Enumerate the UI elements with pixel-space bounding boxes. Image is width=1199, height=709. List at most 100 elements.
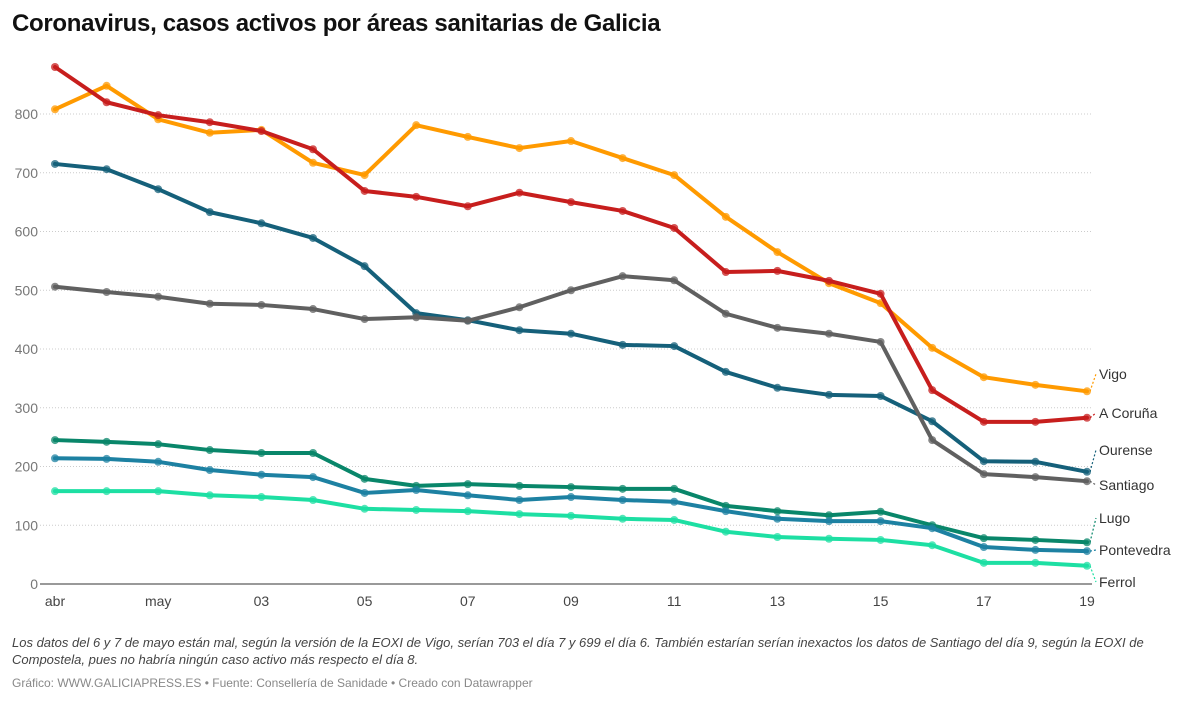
data-point xyxy=(721,507,730,516)
x-tick-label: 19 xyxy=(1079,593,1095,609)
data-point xyxy=(979,534,988,543)
data-point xyxy=(309,495,317,504)
data-point xyxy=(876,507,885,516)
data-point xyxy=(51,454,59,463)
data-point xyxy=(102,288,111,297)
data-point xyxy=(1031,535,1040,544)
data-point xyxy=(360,488,369,497)
data-point xyxy=(257,493,266,502)
data-point xyxy=(205,446,214,455)
data-point xyxy=(721,367,730,376)
data-point xyxy=(102,165,111,174)
data-point xyxy=(412,505,421,514)
data-point xyxy=(825,329,833,338)
data-point xyxy=(360,315,369,324)
data-point xyxy=(825,517,833,526)
data-point xyxy=(1083,413,1091,422)
y-tick-label: 800 xyxy=(15,106,39,122)
data-point xyxy=(205,491,214,500)
label-connector xyxy=(1089,449,1097,472)
data-point xyxy=(618,484,627,493)
x-tick-label: 09 xyxy=(563,593,579,609)
data-point xyxy=(515,326,524,335)
data-point xyxy=(309,233,317,242)
data-point xyxy=(979,457,988,466)
data-point xyxy=(773,323,782,332)
data-point xyxy=(670,484,679,493)
data-point xyxy=(257,219,266,228)
y-tick-label: 500 xyxy=(15,282,39,298)
data-point xyxy=(257,300,266,309)
data-point xyxy=(1083,467,1091,476)
data-point xyxy=(515,144,524,153)
data-point xyxy=(1031,545,1040,554)
data-point xyxy=(670,342,679,351)
data-point xyxy=(257,470,266,479)
data-point xyxy=(463,480,472,489)
data-point xyxy=(979,558,988,567)
label-connector xyxy=(1089,412,1097,419)
data-point xyxy=(618,154,627,163)
chart-note: Los datos del 6 y 7 de mayo están mal, s… xyxy=(12,635,1144,667)
data-point xyxy=(979,417,988,426)
data-point xyxy=(773,507,782,516)
data-point xyxy=(567,511,575,520)
series-label: Ferrol xyxy=(1099,574,1136,590)
series-label: Santiago xyxy=(1099,477,1154,493)
y-tick-label: 0 xyxy=(30,576,38,592)
data-point xyxy=(463,507,472,516)
data-point xyxy=(1083,387,1091,396)
data-point xyxy=(721,268,730,277)
data-point xyxy=(154,487,163,496)
data-point xyxy=(360,504,369,513)
data-point xyxy=(1031,473,1040,482)
chart-title: Coronavirus, casos activos por áreas san… xyxy=(12,10,661,37)
data-point xyxy=(51,159,59,168)
data-point xyxy=(618,495,627,504)
data-point xyxy=(567,137,575,146)
data-point xyxy=(309,145,317,154)
data-point xyxy=(154,111,163,120)
data-point xyxy=(567,198,575,207)
chart-source: Gráfico: WWW.GALICIAPRESS.ES • Fuente: C… xyxy=(12,676,533,690)
data-point xyxy=(876,337,885,346)
data-point xyxy=(618,272,627,281)
data-point xyxy=(670,223,679,232)
series-label: Pontevedra xyxy=(1099,542,1171,558)
y-tick-label: 400 xyxy=(15,341,39,357)
x-tick-label: 13 xyxy=(770,593,786,609)
data-point xyxy=(360,186,369,195)
data-point xyxy=(876,289,885,298)
data-point xyxy=(1031,558,1040,567)
data-point xyxy=(309,158,317,167)
data-point xyxy=(825,276,833,285)
data-point xyxy=(1083,561,1091,570)
data-point xyxy=(1083,477,1091,486)
data-point xyxy=(876,517,885,526)
data-point xyxy=(618,340,627,349)
data-point xyxy=(979,542,988,551)
x-tick-label: 11 xyxy=(667,593,682,609)
data-point xyxy=(205,128,214,137)
series-label: Lugo xyxy=(1099,510,1130,526)
data-point xyxy=(51,487,59,496)
data-point xyxy=(205,466,214,475)
data-point xyxy=(618,206,627,215)
data-point xyxy=(773,514,782,523)
data-point xyxy=(360,262,369,271)
data-point xyxy=(876,392,885,400)
label-connector xyxy=(1089,565,1097,583)
data-point xyxy=(1083,538,1091,547)
data-point xyxy=(205,299,214,308)
data-point xyxy=(102,437,111,446)
series-label: Ourense xyxy=(1099,442,1153,458)
data-point xyxy=(463,202,472,211)
data-point xyxy=(928,524,937,533)
data-point xyxy=(773,533,782,541)
data-point xyxy=(412,313,421,322)
data-point xyxy=(360,474,369,483)
data-point xyxy=(102,98,111,107)
data-point xyxy=(154,440,163,449)
data-point xyxy=(670,276,679,285)
x-tick-label: 07 xyxy=(460,593,476,609)
